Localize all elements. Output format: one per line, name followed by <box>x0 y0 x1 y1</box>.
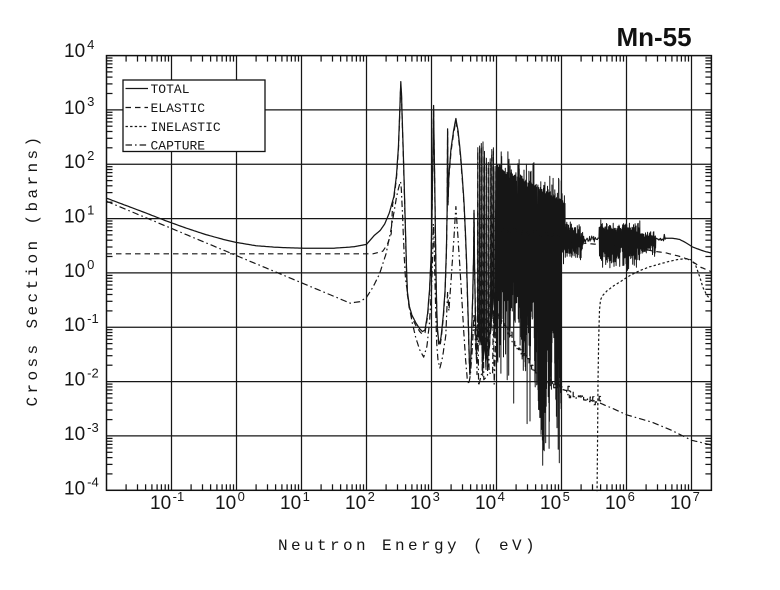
svg-text:TOTAL: TOTAL <box>151 82 190 97</box>
svg-text:CAPTURE: CAPTURE <box>151 139 206 154</box>
svg-text:INELASTIC: INELASTIC <box>151 120 221 135</box>
svg-text:ELASTIC: ELASTIC <box>151 101 206 116</box>
svg-text:Mn-55: Mn-55 <box>616 22 691 52</box>
svg-text:Neutron Energy ( eV): Neutron Energy ( eV) <box>278 537 538 555</box>
svg-text:Cross Section (barns): Cross Section (barns) <box>24 133 42 406</box>
